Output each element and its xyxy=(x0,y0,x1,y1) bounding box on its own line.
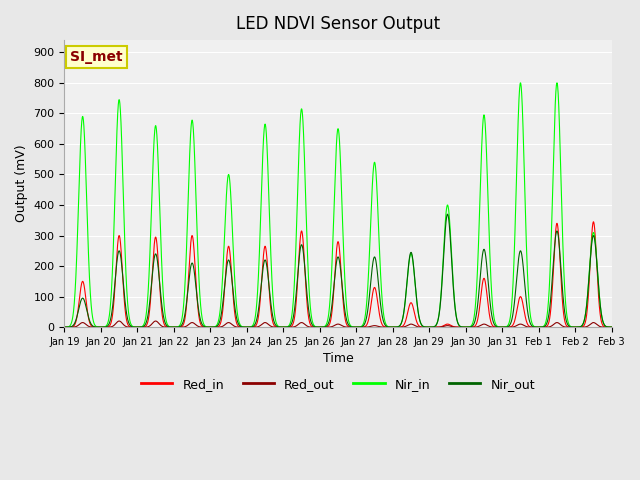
Legend: Red_in, Red_out, Nir_in, Nir_out: Red_in, Red_out, Nir_in, Nir_out xyxy=(136,372,540,396)
Y-axis label: Output (mV): Output (mV) xyxy=(15,145,28,222)
X-axis label: Time: Time xyxy=(323,352,353,365)
Title: LED NDVI Sensor Output: LED NDVI Sensor Output xyxy=(236,15,440,33)
Text: SI_met: SI_met xyxy=(70,50,122,64)
